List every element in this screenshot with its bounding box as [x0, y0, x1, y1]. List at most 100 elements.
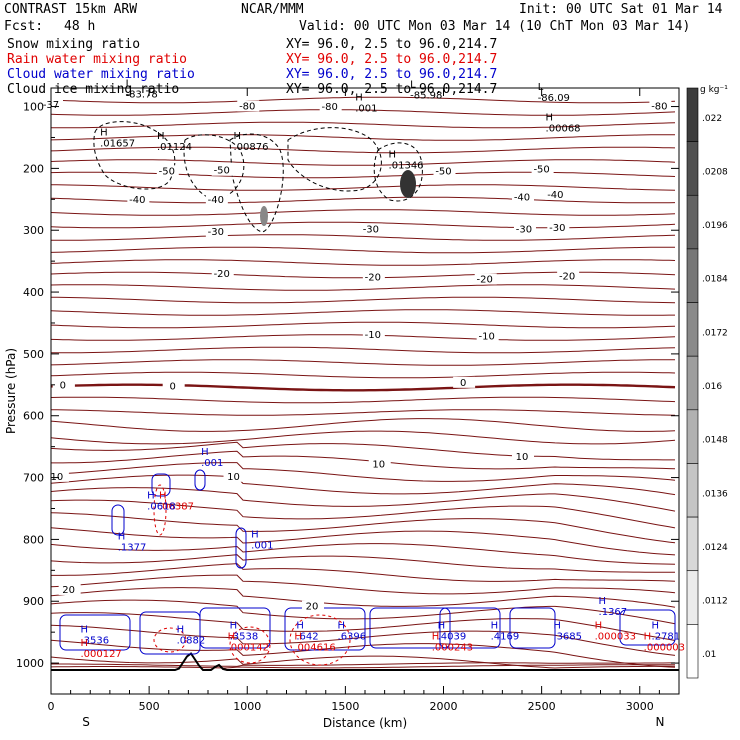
isotherm-line — [50, 499, 676, 529]
y-tick-label: 600 — [23, 410, 44, 423]
field-cloudice-name: Cloud ice mixing ratio — [7, 82, 179, 97]
extremum-value: .001 — [355, 103, 377, 114]
cloud-water-contour — [235, 527, 247, 569]
extremum-value: .2781 — [652, 632, 681, 643]
isotherm-line — [50, 309, 675, 316]
label-mask — [52, 379, 75, 391]
label-mask — [557, 270, 580, 282]
isotherm-label: -20 — [214, 269, 230, 280]
extremum-letter: H — [80, 638, 88, 649]
cloud-ice-contour — [287, 127, 382, 192]
colorbar-tick-label: .022 — [702, 114, 722, 124]
isotherm-line — [50, 624, 676, 656]
label-mask — [531, 163, 554, 175]
extremum-value: .00876 — [234, 142, 269, 153]
isotherm-line — [50, 321, 676, 329]
colorbar-segment — [686, 409, 699, 464]
field-snow-xy: XY= 96.0, 2.5 to 96.0,214.7 — [286, 37, 497, 52]
colorbar-tick-label: .0136 — [702, 489, 728, 499]
isotherm-label: -40 — [208, 195, 224, 206]
isotherm-line — [50, 474, 676, 496]
field-cloudwater-xy: XY= 96.0, 2.5 to 96.0,214.7 — [286, 67, 497, 82]
colorbar-segment — [686, 87, 699, 142]
isotherm-label: -30 — [208, 227, 224, 238]
cloud-contours — [59, 121, 676, 666]
label-mask — [46, 470, 69, 482]
extremum-letter: L — [410, 80, 416, 91]
rain-contour — [153, 484, 167, 536]
cloud-ice-contour — [373, 142, 423, 202]
isotherm-line — [51, 409, 676, 416]
extremum-letter: H — [595, 621, 603, 632]
rain-contour — [229, 626, 271, 664]
isotherm-line — [51, 234, 676, 241]
label-mask — [368, 458, 391, 470]
label-mask — [362, 271, 385, 283]
extremum-value: .6396 — [338, 632, 367, 643]
extremum-letter: L — [538, 82, 544, 93]
isotherm-line — [50, 396, 676, 404]
snow-shading-max — [400, 170, 416, 198]
y-tick-label: 300 — [23, 224, 44, 237]
extremum-letter: H — [432, 632, 440, 643]
isotherm-line — [50, 221, 676, 229]
label-mask — [545, 188, 568, 200]
extremum-letter: H — [294, 632, 302, 643]
extremum-value: .000142 — [228, 643, 269, 654]
isotherm-label: -50 — [214, 166, 230, 177]
isotherm-line — [51, 121, 676, 129]
extremum-value: .4169 — [491, 632, 520, 643]
colorbar-tick-label: .0124 — [702, 543, 728, 553]
extremum-value: .000003 — [644, 643, 685, 654]
isotherm-line — [50, 527, 676, 556]
isotherm-line — [50, 430, 676, 445]
colorbar-segment — [686, 624, 699, 679]
isotherm-line — [50, 574, 676, 595]
init-time: Init: 00 UTC Sat 01 Mar 14 — [519, 2, 723, 17]
cloud-water-contour — [139, 611, 201, 655]
colorbar-unit: g kg⁻¹ — [700, 85, 728, 95]
extremum-letter: H — [338, 621, 346, 632]
extremum-value: .01346 — [389, 160, 424, 171]
extremum-letter: H — [251, 530, 259, 541]
isotherm-line — [51, 450, 676, 470]
extremum-letter: H — [296, 621, 304, 632]
extremum-value: -86.09 — [538, 93, 570, 104]
isotherm-line — [50, 171, 676, 179]
extremum-value: .3685 — [553, 632, 582, 643]
snow-shading-max — [260, 206, 268, 226]
isotherm-label: -80 — [239, 101, 255, 112]
field-cloudwater-name: Cloud water mixing ratio — [7, 67, 195, 82]
isotherm-line — [50, 259, 676, 266]
label-mask — [205, 193, 228, 205]
isotherm-line — [50, 284, 676, 291]
colorbar-segment — [686, 516, 699, 572]
cloud-water-contour — [284, 607, 366, 651]
extremum-letter: H — [201, 447, 209, 458]
label-mask — [156, 165, 179, 177]
label-mask — [453, 376, 476, 388]
colorbar-segment — [686, 355, 699, 411]
isotherm-label: -80 — [651, 101, 667, 112]
cloud-water-contour — [59, 614, 131, 651]
isotherm-line — [50, 441, 675, 461]
isotherm-line — [50, 664, 675, 669]
isotherm-line — [50, 383, 676, 392]
isotherm-label: -30 — [516, 224, 532, 235]
label-mask — [512, 191, 534, 203]
label-mask — [302, 600, 325, 612]
label-mask — [649, 100, 672, 112]
isotherm-line — [50, 96, 676, 104]
extremum-letter: H — [228, 632, 236, 643]
extremum-letter: H — [389, 149, 397, 160]
label-mask — [223, 470, 246, 482]
isotherm-label: -50 — [435, 166, 451, 177]
extremum-letter: H — [644, 632, 652, 643]
isotherm-label: 10 — [372, 459, 385, 470]
isotherm-line — [50, 587, 676, 608]
x-tick-label: 500 — [139, 700, 160, 713]
x-tick-label: 0 — [48, 700, 55, 713]
y-tick-label: 1000 — [16, 657, 44, 670]
